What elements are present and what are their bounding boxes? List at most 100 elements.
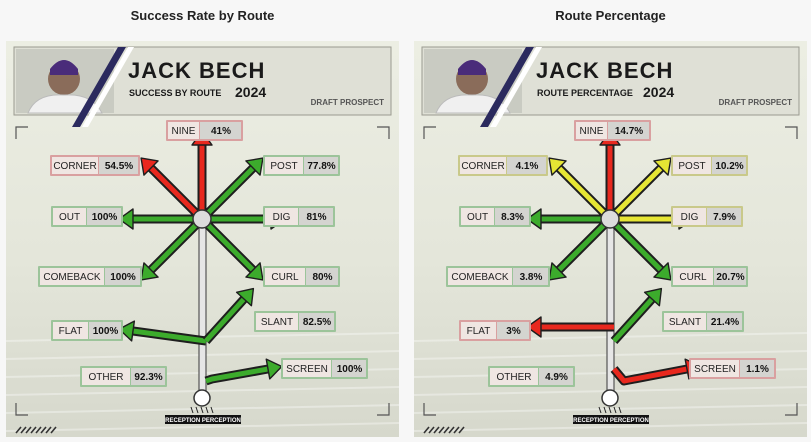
player-name: JACK BECH xyxy=(536,58,673,83)
route-label-name-bg xyxy=(265,268,305,285)
hatch-mark xyxy=(25,426,32,434)
arrow-comeback xyxy=(548,215,614,281)
route-name: POST xyxy=(270,161,297,172)
hatch-mark xyxy=(433,426,440,434)
draft-prospect-tag: DRAFT PROSPECT xyxy=(719,98,792,107)
route-label-value-bg xyxy=(299,313,334,330)
route-label-slant: SLANT 21.4% xyxy=(662,311,744,332)
hatch-mark xyxy=(458,426,465,434)
route-name: SLANT xyxy=(261,317,293,328)
route-value: 54.5% xyxy=(105,161,133,172)
route-label-name-bg xyxy=(283,360,331,377)
header-stripe xyxy=(480,47,534,127)
route-value: 4.1% xyxy=(516,161,539,172)
route-name: FLAT xyxy=(59,326,83,337)
route-label-corner: CORNER 54.5% xyxy=(50,155,140,176)
arrow-curl xyxy=(606,215,672,281)
route-label-name-bg xyxy=(490,368,538,385)
route-name: NINE xyxy=(580,126,604,137)
route-label-out: OUT 8.3% xyxy=(459,206,531,227)
route-label-name-bg xyxy=(40,268,104,285)
hatch-mark xyxy=(443,426,450,434)
route-label-value-bg xyxy=(707,313,742,330)
route-name: DIG xyxy=(681,212,699,223)
route-name: COMEBACK xyxy=(43,272,101,283)
route-name: OTHER xyxy=(89,372,124,383)
route-tree-chart: JACK BECH ROUTE PERCENTAGE 2024 DRAFT PROSP… xyxy=(414,41,807,437)
route-label-value-bg xyxy=(304,157,338,174)
footer-logo-bg xyxy=(165,415,241,424)
route-name: CORNER xyxy=(461,161,504,172)
route-value: 41% xyxy=(211,126,231,137)
route-label-curl: CURL 20.7% xyxy=(671,266,748,287)
route-origin xyxy=(193,389,211,407)
player-helmet xyxy=(50,60,78,75)
arrow-out xyxy=(526,208,610,230)
route-label-name-bg xyxy=(460,157,506,174)
hatch-mark xyxy=(448,426,455,434)
hatch-mark xyxy=(20,426,27,434)
route-label-value-bg xyxy=(707,208,741,225)
corner-bracket xyxy=(423,403,436,416)
footer-logo-mark xyxy=(190,406,194,414)
route-label-post: POST 10.2% xyxy=(671,155,748,176)
arrow-out xyxy=(118,208,202,230)
field-line xyxy=(414,422,807,432)
hatch-mark xyxy=(423,426,430,434)
route-name: SLANT xyxy=(669,317,701,328)
corner-bracket xyxy=(377,403,390,416)
arrow-flat xyxy=(118,320,207,346)
route-value: 21.4% xyxy=(711,317,739,328)
corner-bracket xyxy=(423,126,436,139)
route-value: 100% xyxy=(93,326,119,337)
footer-logo-text: RECEPTION PERCEPTION xyxy=(165,418,241,424)
footer-logo-mark xyxy=(608,406,612,414)
hatch-mark xyxy=(438,426,445,434)
route-value: 3.8% xyxy=(520,272,543,283)
route-label-screen: SCREEN 100% xyxy=(281,358,368,379)
arrow-flat xyxy=(526,316,614,338)
route-label-value-bg xyxy=(131,368,165,385)
route-label-value-bg xyxy=(740,360,774,377)
corner-bracket xyxy=(785,126,798,139)
arrow-curl xyxy=(198,215,264,281)
arrow-post xyxy=(198,157,264,223)
route-tree-panel-success: JACK BECH SUCCESS BY ROUTE 2024 DRAFT PROSP… xyxy=(6,41,399,437)
footer-logo-mark xyxy=(200,406,204,414)
route-label-name-bg xyxy=(448,268,512,285)
arrow-comeback xyxy=(140,215,206,281)
hatch-mark xyxy=(15,426,22,434)
route-value: 3% xyxy=(506,326,521,337)
route-label-value-bg xyxy=(539,368,573,385)
route-label-name-bg xyxy=(461,322,496,339)
route-name: DIG xyxy=(273,212,291,223)
route-label-name-bg xyxy=(664,313,706,330)
route-label-value-bg xyxy=(712,157,746,174)
route-label-out: OUT 100% xyxy=(51,206,123,227)
route-value: 100% xyxy=(92,212,118,223)
arrow-corner xyxy=(140,157,206,223)
route-label-value-bg xyxy=(495,208,529,225)
route-value: 100% xyxy=(337,364,363,375)
player-last-name: BECH xyxy=(607,58,673,83)
route-value: 10.2% xyxy=(715,161,743,172)
route-label-name-bg xyxy=(53,322,88,339)
route-value: 8.3% xyxy=(501,212,524,223)
footer-logo-text: RECEPTION PERCEPTION xyxy=(573,418,649,424)
route-name: POST xyxy=(678,161,705,172)
footer-logo-mark xyxy=(613,406,617,414)
route-label-value-bg xyxy=(105,268,140,285)
route-name: OUT xyxy=(467,212,488,223)
route-label-name-bg xyxy=(461,208,494,225)
hatch-mark xyxy=(50,426,57,434)
route-label-name-bg xyxy=(691,360,739,377)
route-label-dig: DIG 81% xyxy=(263,206,335,227)
field-line xyxy=(6,422,399,432)
route-label-name-bg xyxy=(265,157,303,174)
header-stripe xyxy=(82,47,134,127)
header-subtitle: SUCCESS BY ROUTE xyxy=(129,88,221,98)
route-label-name-bg xyxy=(256,313,298,330)
route-label-name-bg xyxy=(168,122,199,139)
route-label-value-bg xyxy=(200,122,241,139)
hatch-mark xyxy=(453,426,460,434)
